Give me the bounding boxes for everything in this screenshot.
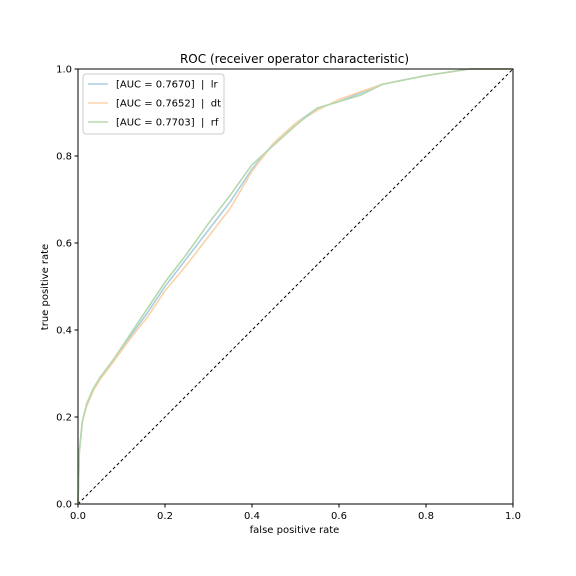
y-tick-label: 0.2 <box>56 413 72 424</box>
legend: [AUC = 0.7670] | lr [AUC = 0.7652] | dt [A… <box>82 73 225 135</box>
y-tick-label: 0.6 <box>56 239 72 250</box>
y-tick-label: 0.4 <box>56 326 72 337</box>
chart-title: ROC (receiver operator characteristic) <box>180 52 409 66</box>
legend-label-1: [AUC = 0.7670] | lr <box>116 80 219 91</box>
series-lines <box>77 68 513 505</box>
x-tick-label: 0.0 <box>70 511 86 522</box>
series-line-3 <box>77 68 513 505</box>
y-axis-label: true positive rate <box>40 244 51 330</box>
chance-diagonal-line <box>77 68 514 505</box>
x-axis-ticks: 0.0 0.2 0.4 0.6 0.8 1.0 <box>70 504 521 522</box>
legend-label-3: [AUC = 0.7703] | rf <box>116 118 219 129</box>
x-axis-label: false positive rate <box>250 525 340 536</box>
legend-label-2: [AUC = 0.7652] | dt <box>116 99 221 110</box>
y-tick-label: 0.0 <box>56 500 72 511</box>
plot-frame <box>77 68 514 505</box>
x-tick-label: 0.4 <box>244 511 260 522</box>
plot-area: 0.0 0.2 0.4 0.6 0.8 1.0 0.0 0.2 0.4 0.6 0.8 1.0 <box>56 65 521 523</box>
x-tick-label: 0.6 <box>331 511 347 522</box>
x-tick-label: 0.8 <box>418 511 434 522</box>
x-tick-label: 0.2 <box>157 511 173 522</box>
y-tick-label: 0.8 <box>56 152 72 163</box>
y-axis-ticks: 0.0 0.2 0.4 0.6 0.8 1.0 <box>56 65 78 511</box>
legend-box <box>82 73 225 135</box>
x-tick-label: 1.0 <box>505 511 521 522</box>
y-tick-label: 1.0 <box>56 65 72 76</box>
